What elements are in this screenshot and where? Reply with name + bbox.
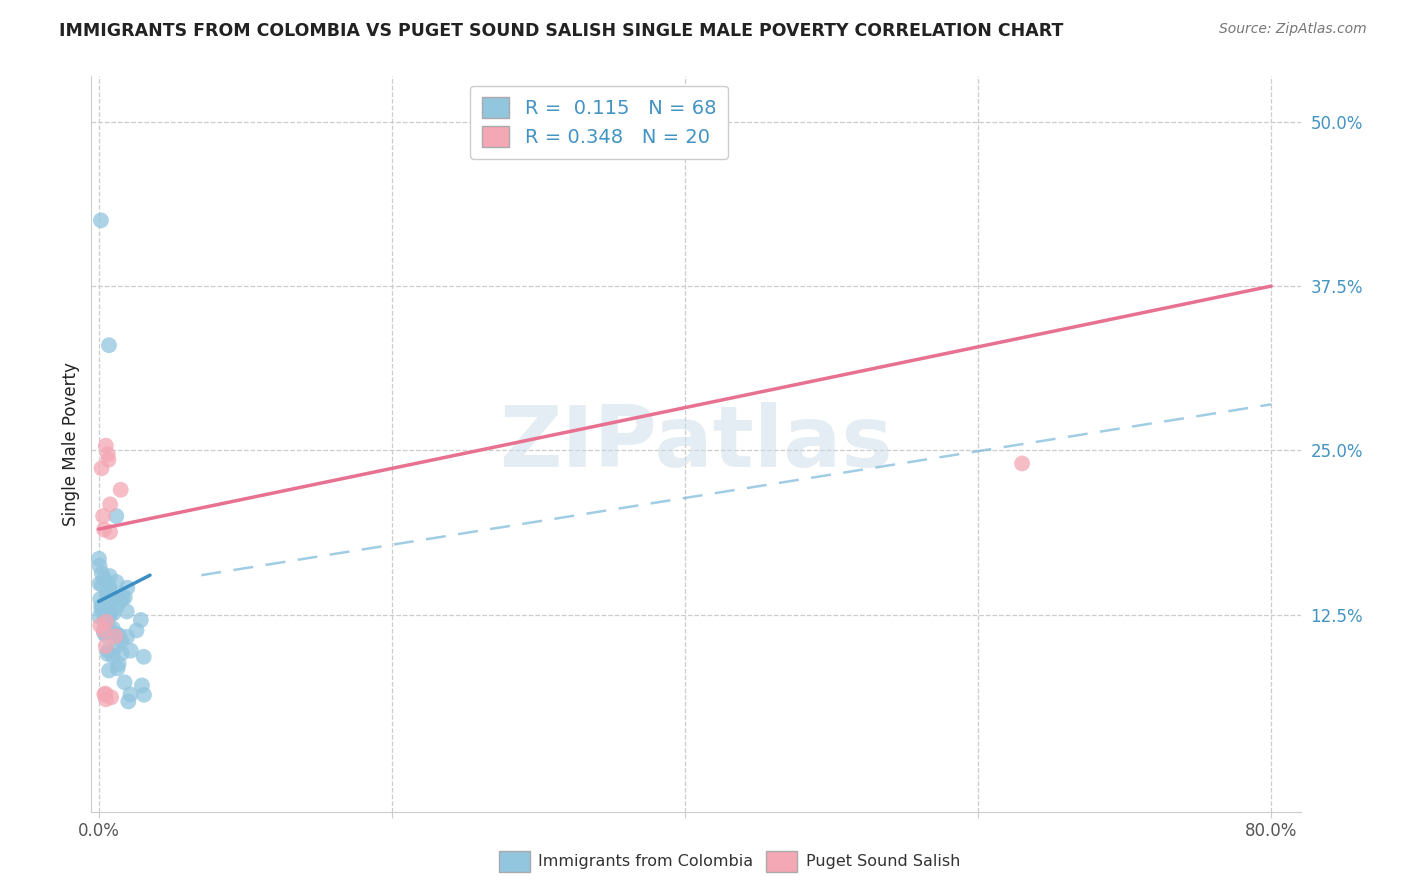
Point <box>110 483 132 497</box>
Point <box>115 605 138 619</box>
Point <box>114 675 136 690</box>
Point <box>91 599 114 614</box>
Point <box>98 580 121 594</box>
Point <box>89 592 111 607</box>
Point <box>94 639 117 653</box>
Point <box>104 629 127 643</box>
Point <box>101 622 124 636</box>
Point <box>100 690 122 705</box>
Point <box>87 551 110 566</box>
Point <box>100 593 122 607</box>
Point <box>90 566 112 581</box>
Point <box>94 603 117 617</box>
Point <box>132 688 155 702</box>
Point <box>89 610 111 624</box>
Point <box>117 694 139 708</box>
Point <box>110 633 132 648</box>
Text: Immigrants from Colombia: Immigrants from Colombia <box>538 855 754 869</box>
Point <box>94 687 117 701</box>
Point <box>107 661 129 675</box>
Point <box>91 509 114 524</box>
Point <box>93 624 115 638</box>
Point <box>93 625 115 640</box>
Point <box>94 602 117 616</box>
Point <box>115 630 138 644</box>
Point <box>105 626 128 640</box>
Text: ZIPatlas: ZIPatlas <box>499 402 893 485</box>
Point <box>90 213 112 227</box>
Point <box>98 604 121 618</box>
Point <box>97 582 120 596</box>
Point <box>98 524 121 539</box>
Point <box>110 593 132 607</box>
Point <box>89 558 111 573</box>
Point <box>94 439 117 453</box>
Point <box>131 678 153 692</box>
Point <box>97 643 120 657</box>
Point <box>98 338 121 352</box>
Point <box>98 608 121 623</box>
Point <box>98 569 121 583</box>
Point <box>111 646 134 660</box>
Point <box>96 591 118 605</box>
Point <box>93 523 115 537</box>
Point <box>120 643 142 657</box>
Point <box>97 598 120 612</box>
Text: Puget Sound Salish: Puget Sound Salish <box>806 855 960 869</box>
Point <box>93 571 115 585</box>
Point <box>97 453 120 467</box>
Point <box>108 628 131 642</box>
Point <box>105 639 128 653</box>
Point <box>98 607 121 622</box>
Legend: R =  0.115   N = 68, R = 0.348   N = 20: R = 0.115 N = 68, R = 0.348 N = 20 <box>471 86 728 159</box>
Point <box>89 618 111 632</box>
Text: Source: ZipAtlas.com: Source: ZipAtlas.com <box>1219 22 1367 37</box>
Point <box>98 664 121 678</box>
Point <box>105 509 128 524</box>
Point <box>120 687 142 701</box>
Point <box>103 607 125 621</box>
Point <box>96 615 118 629</box>
Point <box>94 628 117 642</box>
Point <box>93 688 115 702</box>
Point <box>93 614 115 628</box>
Point <box>94 597 117 611</box>
Point <box>105 574 128 589</box>
Point <box>111 591 134 605</box>
Point <box>91 578 114 592</box>
Point <box>1011 457 1033 471</box>
Point <box>125 624 148 638</box>
Text: IMMIGRANTS FROM COLOMBIA VS PUGET SOUND SALISH SINGLE MALE POVERTY CORRELATION C: IMMIGRANTS FROM COLOMBIA VS PUGET SOUND … <box>59 22 1063 40</box>
Point <box>98 497 121 511</box>
Point <box>97 618 120 632</box>
Point <box>96 647 118 661</box>
Point <box>117 581 139 595</box>
Point <box>96 595 118 609</box>
Point <box>97 447 120 461</box>
Point <box>107 657 129 671</box>
Point <box>89 576 111 591</box>
Point <box>90 461 112 475</box>
Point <box>132 649 155 664</box>
Point <box>129 613 152 627</box>
Point <box>114 591 136 605</box>
Point <box>90 602 112 616</box>
Point <box>94 692 117 706</box>
Point <box>105 599 128 614</box>
Point <box>90 599 112 613</box>
Y-axis label: Single Male Poverty: Single Male Poverty <box>62 362 80 525</box>
Point <box>93 608 115 623</box>
Point <box>101 648 124 663</box>
Point <box>96 587 118 601</box>
